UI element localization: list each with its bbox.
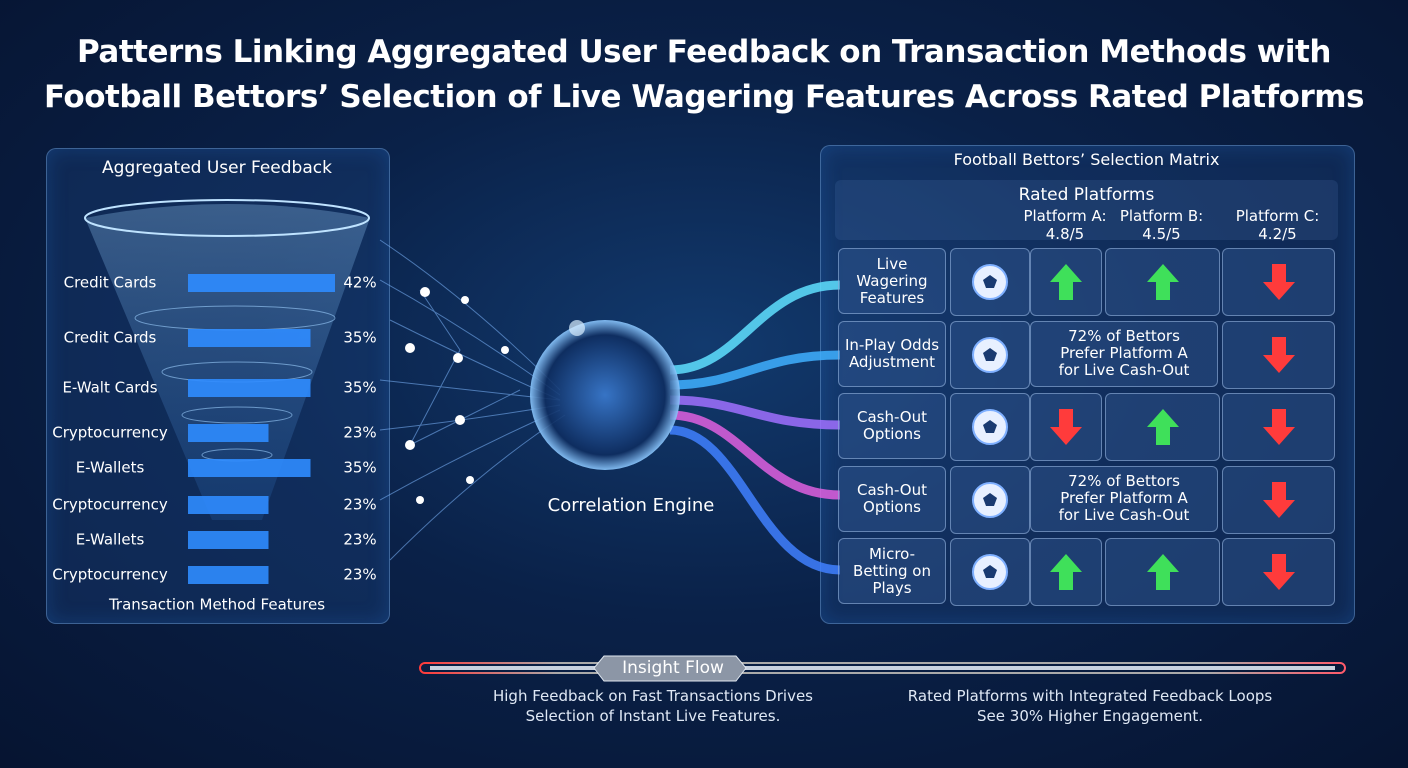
x-axis-label: Transaction Method Features [108,596,325,614]
bar [188,566,269,584]
arrow-up [1146,264,1179,300]
insight-label: Insight Flow [622,658,724,678]
insight-right: Rated Platforms with Integrated Feedback… [907,687,1273,725]
flow-streams [669,280,841,575]
value-label: 23% [343,531,376,549]
arrow-down [1262,554,1295,590]
note-cell: 72% of Bettors Prefer Platform A for Liv… [1030,465,1218,532]
insight-left: High Feedback on Fast Transactions Drive… [492,687,813,725]
value-label: 23% [343,566,376,584]
icon-cell [950,248,1030,316]
arrow-down [1262,409,1295,445]
value-label: 35% [343,329,376,347]
platform-name: Platform B: [1119,207,1204,225]
engine-label: Correlation Engine [548,495,715,516]
arrow-down [1262,336,1295,373]
page-title: Patterns Linking Aggregated User Feedbac… [43,34,1365,115]
category-label: Cryptocurrency [52,566,168,584]
note-cell: 72% of Bettors Prefer Platform A for Liv… [1030,320,1218,387]
row-label: Cash-Out Options [838,393,946,459]
category-label: Credit Cards [64,274,157,292]
ball-icon [972,336,1008,373]
arrow-down [1050,409,1082,445]
value-label: 23% [343,424,376,442]
platform-header-bg [835,180,1338,240]
ball-icon [972,481,1008,518]
bar [188,531,269,549]
value-label: 35% [343,379,376,397]
status-cell [1030,393,1102,461]
icon-cell [950,393,1030,461]
arrow-up [1050,554,1082,590]
row-label: In-Play Odds Adjustment [838,320,946,387]
value-label: 35% [343,459,376,477]
arrow-up [1146,409,1179,445]
arrow-up [1146,554,1179,590]
status-cell [1030,538,1102,606]
row-label: Micro-Betting on Plays [838,538,946,604]
category-label: Cryptocurrency [52,424,168,442]
category-label: E-Walt Cards [62,379,157,397]
row-label: Cash-Out Options [838,465,946,532]
value-label: 42% [343,274,376,292]
bar [188,459,311,477]
category-label: E-Wallets [76,531,145,549]
icon-cell [950,465,1030,534]
network-nodes [405,287,509,504]
bar [188,379,311,397]
status-cell [1222,465,1335,534]
platform-name: Platform A: [1023,207,1107,225]
bar [188,496,269,514]
platform-rating: 4.5/5 [1142,225,1181,243]
icon-cell [950,320,1030,389]
chart-title: Aggregated User Feedback [102,158,332,178]
row-label: Live Wagering Features [838,248,946,314]
status-cell [1030,248,1102,316]
status-cell [1105,393,1220,461]
status-cell [1222,538,1335,606]
matrix-subtitle: Rated Platforms [1018,185,1155,205]
category-label: E-Wallets [76,459,145,477]
arrow-up [1050,264,1082,300]
bar [188,424,269,442]
bar [188,329,311,347]
ball-icon [972,554,1008,590]
arrow-down [1262,264,1295,300]
category-label: Credit Cards [64,329,157,347]
status-cell [1222,248,1335,316]
ball-icon [972,264,1008,300]
bar [188,274,335,292]
icon-cell [950,538,1030,606]
matrix-title: Football Bettors’ Selection Matrix [953,150,1220,169]
engine-node [569,320,585,336]
arrow-down [1262,481,1295,518]
matrix-panel [820,145,1355,624]
platform-name: Platform C: [1235,207,1320,225]
ball-icon [972,409,1008,445]
value-label: 23% [343,496,376,514]
status-cell [1222,393,1335,461]
category-label: Cryptocurrency [52,496,168,514]
engine-sphere [530,320,680,470]
insight-bar [419,655,1346,682]
platform-rating: 4.8/5 [1045,225,1085,243]
status-cell [1105,538,1220,606]
status-cell [1222,320,1335,389]
status-cell [1105,248,1220,316]
platform-rating: 4.2/5 [1258,225,1297,243]
